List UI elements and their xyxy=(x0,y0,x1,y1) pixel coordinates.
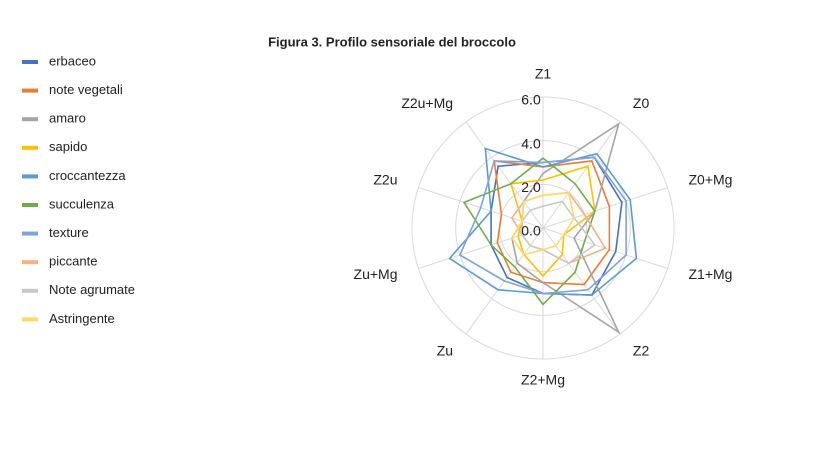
tick-label: 4.0 xyxy=(521,135,541,151)
legend-label: piccante xyxy=(49,254,97,269)
series-line xyxy=(510,191,575,256)
legend-label: note vegetali xyxy=(49,82,123,97)
axis-label: Zu+Mg xyxy=(354,266,398,282)
axis-label: Zu xyxy=(437,342,453,358)
spoke xyxy=(542,121,621,229)
chart-title: Figura 3. Profilo sensoriale del broccol… xyxy=(268,34,516,49)
legend-label: texture xyxy=(49,225,89,240)
legend-label: succulenza xyxy=(49,196,115,211)
axis-label: Z2u xyxy=(373,171,397,187)
axis-label: Z2u+Mg xyxy=(401,95,453,111)
tick-label: 2.0 xyxy=(521,179,541,195)
tick-label: 6.0 xyxy=(521,92,541,108)
axis-label: Z2+Mg xyxy=(521,372,565,388)
legend-label: Note agrumate xyxy=(49,282,135,297)
legend-label: Astringente xyxy=(49,311,115,326)
axis-label: Z1+Mg xyxy=(689,266,733,282)
legend-label: sapido xyxy=(49,139,87,154)
legend-label: croccantezza xyxy=(49,168,126,183)
axis-label: Z1 xyxy=(535,66,552,82)
axis-label: Z0 xyxy=(633,95,650,111)
spoke xyxy=(542,187,668,229)
series-line xyxy=(462,157,596,306)
series-line xyxy=(458,156,627,295)
tick-label: 0.0 xyxy=(521,223,541,239)
legend-label: amaro xyxy=(49,111,86,126)
legend-label: erbaceo xyxy=(49,53,96,68)
axis-label: Z0+Mg xyxy=(689,171,733,187)
series-line xyxy=(490,156,623,296)
axis-label: Z2 xyxy=(633,342,650,358)
